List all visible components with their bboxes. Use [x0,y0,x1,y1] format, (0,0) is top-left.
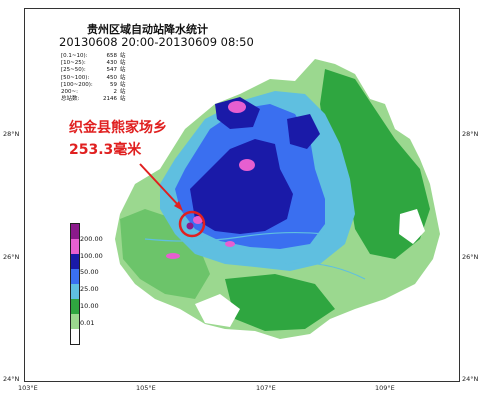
callout-amount: 253.3毫米 [69,142,142,158]
lon-tick: 107°E [256,384,276,392]
stats-count: 430 [106,60,118,67]
stats-row: [50~100): 450 站 [61,75,126,82]
stats-unit: 站 [120,74,126,81]
stats-count: 658 [106,53,118,59]
stats-row: [0.1~10): 658 站 [61,53,126,60]
legend-swatch [71,239,79,254]
lon-tick: 105°E [136,384,156,392]
lat-tick-right: 26°N [462,253,479,261]
lat-tick-right: 28°N [462,130,479,138]
dry-patch-east [399,209,425,244]
legend-swatch [71,254,79,269]
stats-range: [10~25): [61,60,86,67]
stats-unit: 站 [120,67,126,74]
stats-range: 200~: [61,89,78,96]
stats-count: 59 [110,81,117,88]
green-zone-southwest [120,209,210,299]
legend-label: 200.00 [80,235,103,243]
stats-range: [25~50): [61,67,86,74]
stats-count: 2146 [103,96,117,103]
green-zone-east [320,69,430,259]
extreme-rain-patch-4 [166,253,180,259]
legend-swatch [71,269,79,284]
stats-count: 2 [113,89,118,96]
stats-count: 547 [106,67,118,74]
legend-label: 50.00 [80,268,99,276]
callout-arrow-line [139,163,181,208]
station-stats: [0.1~10): 658 站 [10~25): 430 站 [25~50): 547 站 … [61,53,126,103]
stats-range: 总站数: [61,96,80,103]
stats-unit: 站 [120,89,126,96]
legend-label: 0.01 [80,319,95,327]
extreme-rain-patch-1 [228,101,246,113]
stats-count: 450 [106,74,118,81]
stats-unit: 站 [120,60,126,67]
stats-range: [100~200): [61,81,93,88]
lat-tick-left: 26°N [3,253,20,261]
map-frame: 贵州区域自动站降水统计 20130608 20:00-20130609 08:5… [24,8,460,382]
stats-row: [10~25): 430 站 [61,60,126,67]
stats-unit: 站 [120,96,126,103]
river-line-2 [284,262,366,280]
callout-circle [178,210,206,238]
legend-swatch [71,224,79,239]
extreme-rain-patch-2 [239,159,255,171]
heavy-rain-northeast [287,114,320,149]
stats-row: [100~200): 59 站 [61,82,126,89]
legend-swatch [71,299,79,314]
stats-unit: 站 [120,81,126,88]
map-title: 贵州区域自动站降水统计 [87,23,208,36]
river-line-1 [144,231,326,242]
lat-tick-right: 24°N [462,375,479,383]
legend-swatch [71,314,79,329]
heavy-rain-north [215,97,260,129]
legend-label: 25.00 [80,285,99,293]
lat-tick-left: 24°N [3,375,20,383]
stats-row-total: 总站数: 2146 站 [61,96,126,103]
legend-swatch [71,329,79,344]
extreme-rain-patch-5 [225,241,235,247]
stats-range: [50~100): [61,74,90,81]
legend-label: 10.00 [80,302,99,310]
precipitation-map [115,59,440,339]
legend-swatch [71,284,79,299]
stats-row: [25~50): 547 站 [61,67,126,74]
extreme-rain-patch-3 [193,216,203,224]
stats-row: 200~: 2 站 [61,89,126,96]
heavy-rain-core [190,139,293,234]
callout-arrow-head [174,201,183,211]
map-subtitle: 20130608 20:00-20130609 08:50 [59,35,254,49]
green-zone-south [225,274,335,331]
color-legend [70,223,80,345]
stats-range: [0.1~10): [61,53,88,59]
callout-place: 织金县熊家场乡 [69,120,167,136]
max-rain-spot [186,222,194,230]
stats-unit: 站 [120,53,126,59]
dry-patch-south [195,294,240,327]
legend-label: 100.00 [80,252,103,260]
lat-tick-left: 28°N [3,130,20,138]
lon-tick: 103°E [18,384,38,392]
lon-tick: 109°E [375,384,395,392]
